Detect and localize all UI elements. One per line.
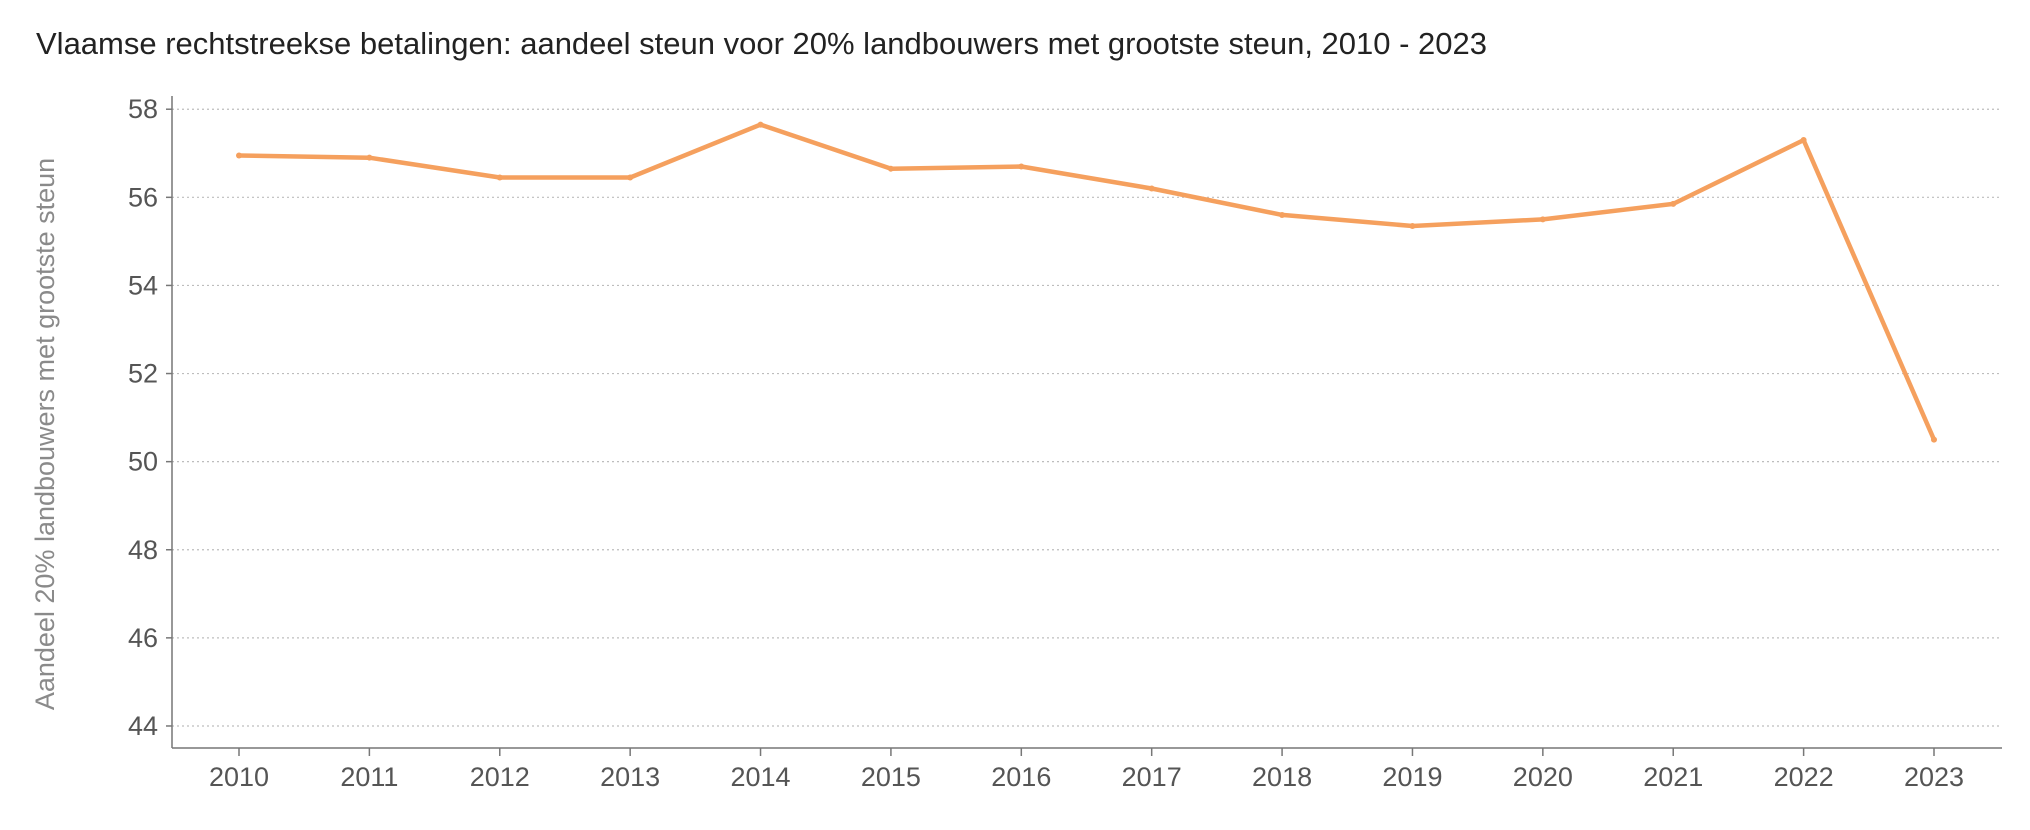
data-point-2010[interactable] [236, 152, 242, 159]
data-point-2023[interactable] [1931, 436, 1937, 443]
y-tick-label-46: 46 [128, 623, 158, 653]
x-tick-label-2013: 2013 [600, 762, 660, 792]
y-axis-title: Aandeel 20% landbouwers met grootste ste… [30, 158, 60, 710]
chart-title: Vlaamse rechtstreekse betalingen: aandee… [36, 26, 1488, 61]
x-tick-label-2014: 2014 [730, 762, 790, 792]
x-axis-ticks: 2010 2011 2012 2013 2014 2015 2016 2017 2018 2019… [209, 748, 1964, 792]
x-tick-label-2019: 2019 [1382, 762, 1442, 792]
y-tick-label-50: 50 [128, 447, 158, 477]
x-tick-label-2011: 2011 [340, 762, 398, 792]
data-point-2018[interactable] [1279, 211, 1286, 218]
data-point-2022[interactable] [1800, 137, 1807, 144]
x-tick-label-2015: 2015 [861, 762, 921, 792]
data-point-2013[interactable] [627, 174, 634, 181]
x-tick-label-2018: 2018 [1252, 762, 1312, 792]
gridlines [172, 108, 2002, 727]
y-tick-label-48: 48 [128, 535, 158, 565]
y-tick-label-52: 52 [128, 359, 158, 389]
y-tick-label-58: 58 [128, 94, 158, 124]
data-point-2015[interactable] [887, 165, 894, 172]
y-tick-label-54: 54 [128, 270, 158, 300]
y-tick-label-56: 56 [128, 182, 158, 212]
data-point-2019[interactable] [1409, 222, 1416, 229]
x-tick-label-2010: 2010 [209, 762, 269, 792]
x-tick-label-2016: 2016 [991, 762, 1051, 792]
y-tick-label-44: 44 [128, 711, 158, 741]
x-tick-label-2021: 2021 [1643, 762, 1703, 792]
series-layer [236, 121, 1937, 443]
data-point-2017[interactable] [1148, 185, 1155, 192]
x-tick-label-2023: 2023 [1904, 762, 1964, 792]
series-line-0 [236, 122, 1937, 442]
data-point-2020[interactable] [1539, 216, 1546, 223]
data-point-2012[interactable] [496, 174, 503, 181]
data-point-2011[interactable] [366, 154, 373, 161]
x-tick-label-2012: 2012 [470, 762, 530, 792]
data-point-2016[interactable] [1018, 163, 1025, 170]
data-point-2014[interactable] [757, 121, 764, 128]
x-tick-label-2022: 2022 [1774, 762, 1834, 792]
x-tick-label-2020: 2020 [1513, 762, 1573, 792]
y-axis-ticks: 44 46 48 50 52 54 56 58 [128, 94, 172, 741]
x-tick-label-2017: 2017 [1122, 762, 1182, 792]
data-point-2021[interactable] [1670, 200, 1677, 207]
